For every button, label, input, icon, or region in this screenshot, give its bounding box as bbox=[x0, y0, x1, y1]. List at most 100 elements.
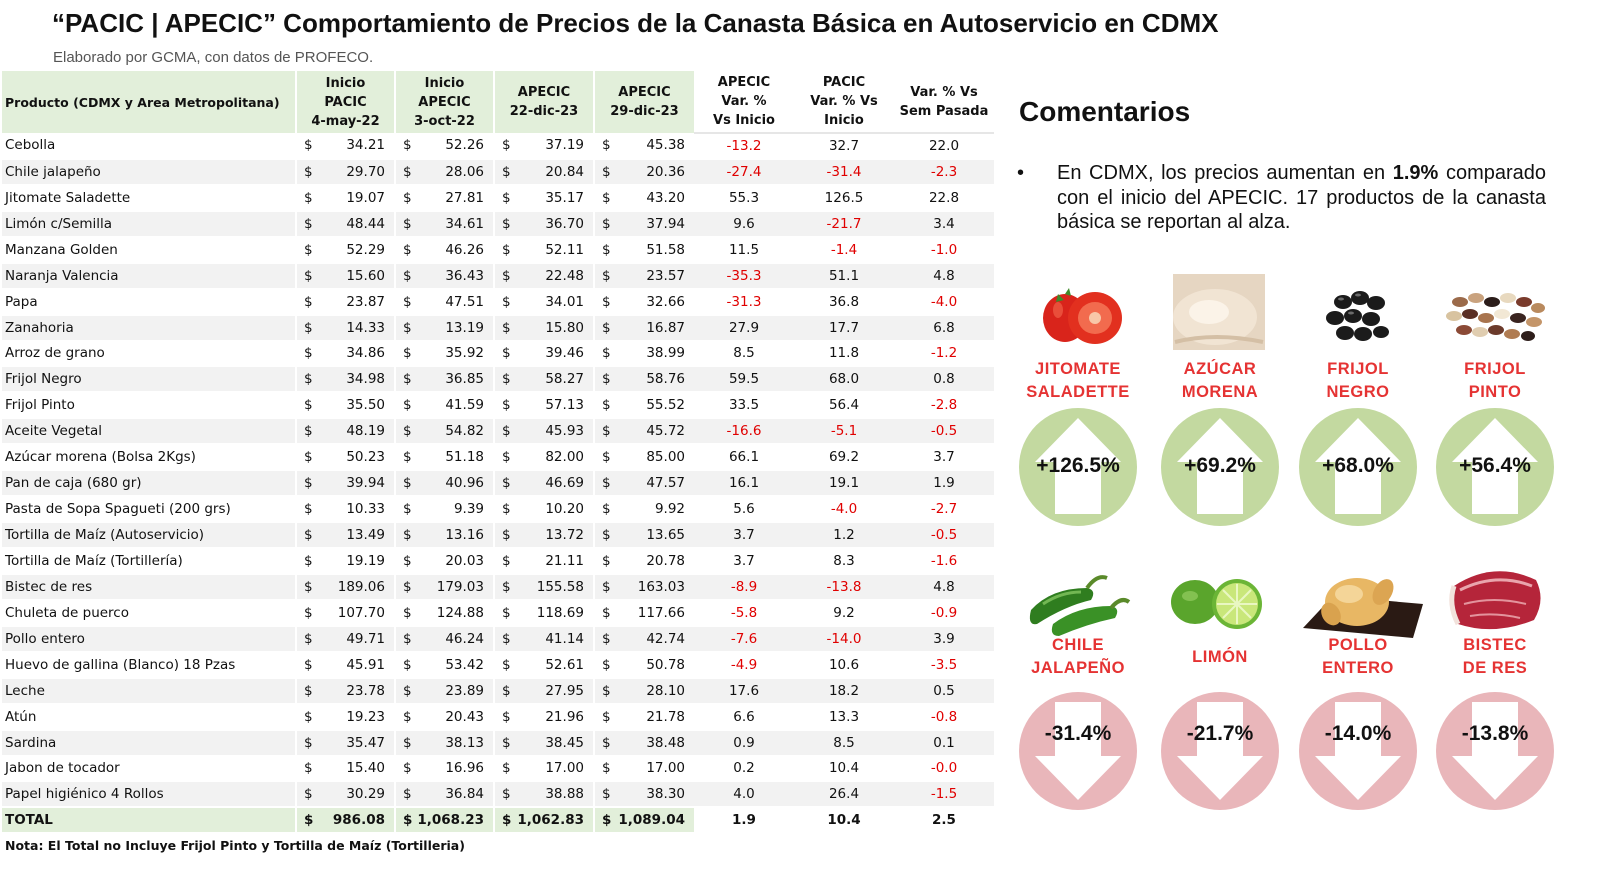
variation-cell: 1.9 bbox=[694, 807, 794, 835]
price-cell: $51.18 bbox=[394, 444, 494, 472]
price-cell: $37.94 bbox=[593, 210, 694, 238]
variation-cell: 8.5 bbox=[694, 340, 794, 368]
price-cell: $45.72 bbox=[593, 418, 694, 446]
down-arrow-icon: -14.0% bbox=[1299, 692, 1417, 810]
percent-change: -13.8% bbox=[1461, 722, 1529, 745]
price-cell: $85.00 bbox=[593, 444, 694, 472]
variation-cell: 126.5 bbox=[794, 184, 894, 212]
price-cell: $41.59 bbox=[394, 392, 494, 420]
table-row: Chuleta de puerco $107.70 $124.88 $118.69 $1… bbox=[2, 599, 994, 627]
table-row: Azúcar morena (Bolsa 2Kgs) $50.23 $51.18 $8… bbox=[2, 444, 994, 472]
price-cell: $48.19 bbox=[295, 418, 395, 446]
table-row: Naranja Valencia $15.60 $36.43 $22.48 $23.57… bbox=[2, 262, 994, 290]
table-total-row: TOTAL $986.08 $1,068.23 $1,062.83 $1,089.04 1… bbox=[2, 807, 994, 835]
product-name: Chile jalapeño bbox=[2, 158, 296, 186]
price-cell: $82.00 bbox=[493, 444, 594, 472]
variation-cell: 33.5 bbox=[694, 392, 794, 420]
table-row: Cebolla $34.21 $52.26 $37.19 $45.38 -13.2 32.7… bbox=[2, 133, 994, 160]
price-cell: $58.76 bbox=[593, 366, 694, 394]
variation-cell: 32.7 bbox=[794, 133, 894, 160]
table-row: Jabon de tocador $15.40 $16.96 $17.00 $17.00… bbox=[2, 755, 994, 783]
price-cell: $38.99 bbox=[593, 340, 694, 368]
variation-cell: -5.8 bbox=[694, 599, 794, 627]
beef-steak-icon bbox=[1420, 558, 1570, 638]
price-cell: $13.72 bbox=[493, 522, 594, 549]
variation-cell: 5.6 bbox=[694, 496, 794, 524]
price-cell: $21.96 bbox=[493, 703, 594, 731]
price-cell: $36.84 bbox=[394, 781, 494, 809]
variation-cell: 56.4 bbox=[794, 392, 894, 420]
percent-change: -31.4% bbox=[1044, 722, 1112, 745]
variation-cell: 6.6 bbox=[694, 703, 794, 731]
price-cell: $34.86 bbox=[295, 340, 395, 368]
price-cell: $107.70 bbox=[295, 599, 395, 627]
variation-cell: -21.7 bbox=[794, 210, 894, 238]
card-label: POLLO ENTERO bbox=[1322, 636, 1394, 677]
price-cell: $36.43 bbox=[394, 262, 494, 290]
price-cell: $23.89 bbox=[394, 677, 494, 705]
product-name: Jabon de tocador bbox=[2, 755, 296, 783]
variation-cell: -16.6 bbox=[694, 418, 794, 446]
price-cell: $117.66 bbox=[593, 599, 694, 627]
down-arrow-icon: -21.7% bbox=[1161, 692, 1279, 810]
comments-title: Comentarios bbox=[1019, 96, 1191, 127]
price-cell: $10.20 bbox=[493, 496, 594, 524]
variation-cell: -13.8 bbox=[794, 573, 894, 601]
table-row: Tortilla de Maíz (Tortillería) $19.19 $20.… bbox=[2, 548, 994, 575]
price-cell: $47.51 bbox=[394, 288, 494, 316]
price-cell: $54.82 bbox=[394, 418, 494, 446]
price-cell: $163.03 bbox=[593, 573, 694, 601]
variation-cell: 27.9 bbox=[694, 314, 794, 342]
variation-cell: -14.0 bbox=[794, 625, 894, 653]
price-cell: $35.50 bbox=[295, 392, 395, 420]
table-row: Pan de caja (680 gr) $39.94 $40.96 $46.69 $4… bbox=[2, 470, 994, 498]
table-row: Leche $23.78 $23.89 $27.95 $28.10 17.6 18.2 0.5 bbox=[2, 677, 994, 705]
price-cell: $37.19 bbox=[493, 133, 594, 160]
variation-cell: 55.3 bbox=[694, 184, 794, 212]
variation-cell: -0.8 bbox=[894, 703, 994, 731]
card-label: AZÚCAR MORENA bbox=[1181, 360, 1259, 401]
up-arrow-icon: +68.0% bbox=[1299, 408, 1417, 526]
variation-cell: 6.8 bbox=[894, 314, 994, 342]
variation-cell: -13.2 bbox=[694, 133, 794, 160]
variation-cell: 8.3 bbox=[794, 548, 894, 575]
price-cell: $29.70 bbox=[295, 158, 395, 186]
price-up-card: AZÚCAR MORENA +69.2% bbox=[1145, 272, 1295, 547]
variation-cell: 69.2 bbox=[794, 444, 894, 472]
product-name: Huevo de gallina (Blanco) 18 Pzas bbox=[2, 651, 296, 679]
variation-cell: -4.0 bbox=[794, 496, 894, 524]
variation-cell: 3.9 bbox=[894, 625, 994, 653]
variation-cell: 3.7 bbox=[694, 522, 794, 549]
price-cell: $34.61 bbox=[394, 210, 494, 238]
price-cell: $58.27 bbox=[493, 366, 594, 394]
table-row: Frijol Negro $34.98 $36.85 $58.27 $58.76 59.5… bbox=[2, 366, 994, 394]
col-header-apecic-22-dic: APECIC 22-dic-23 bbox=[493, 71, 594, 133]
price-cell: $48.44 bbox=[295, 210, 395, 238]
variation-cell: -0.5 bbox=[894, 418, 994, 446]
price-cell: $38.45 bbox=[493, 729, 594, 757]
variation-cell: 16.1 bbox=[694, 470, 794, 498]
price-cell: $19.07 bbox=[295, 184, 395, 212]
variation-cell: 3.7 bbox=[694, 548, 794, 575]
variation-cell: -3.5 bbox=[894, 651, 994, 679]
sugar-icon bbox=[1145, 272, 1295, 352]
price-table: Producto (CDMX y Area Metropolitana) Ini… bbox=[2, 71, 994, 835]
table-row: Huevo de gallina (Blanco) 18 Pzas $45.91 $… bbox=[2, 651, 994, 679]
product-name: Aceite Vegetal bbox=[2, 418, 296, 446]
price-down-card: BISTEC DE RES -13.8% bbox=[1420, 558, 1570, 833]
product-name: Zanahoria bbox=[2, 314, 296, 342]
table-row: Atún $19.23 $20.43 $21.96 $21.78 6.6 13.3 -0.8 bbox=[2, 703, 994, 731]
variation-cell: 10.4 bbox=[794, 755, 894, 783]
price-cell: $20.36 bbox=[593, 158, 694, 186]
price-cell: $9.92 bbox=[593, 496, 694, 524]
variation-cell: -8.9 bbox=[694, 573, 794, 601]
price-cell: $20.43 bbox=[394, 703, 494, 731]
variation-cell: -4.9 bbox=[694, 651, 794, 679]
price-cell: $52.26 bbox=[394, 133, 494, 160]
variation-cell: 26.4 bbox=[794, 781, 894, 809]
price-cell: $20.78 bbox=[593, 548, 694, 575]
price-cell: $19.23 bbox=[295, 703, 395, 731]
price-cell: $13.49 bbox=[295, 522, 395, 549]
col-header-apecic-29-dic: APECIC 29-dic-23 bbox=[593, 71, 694, 133]
variation-cell: -1.0 bbox=[894, 236, 994, 264]
